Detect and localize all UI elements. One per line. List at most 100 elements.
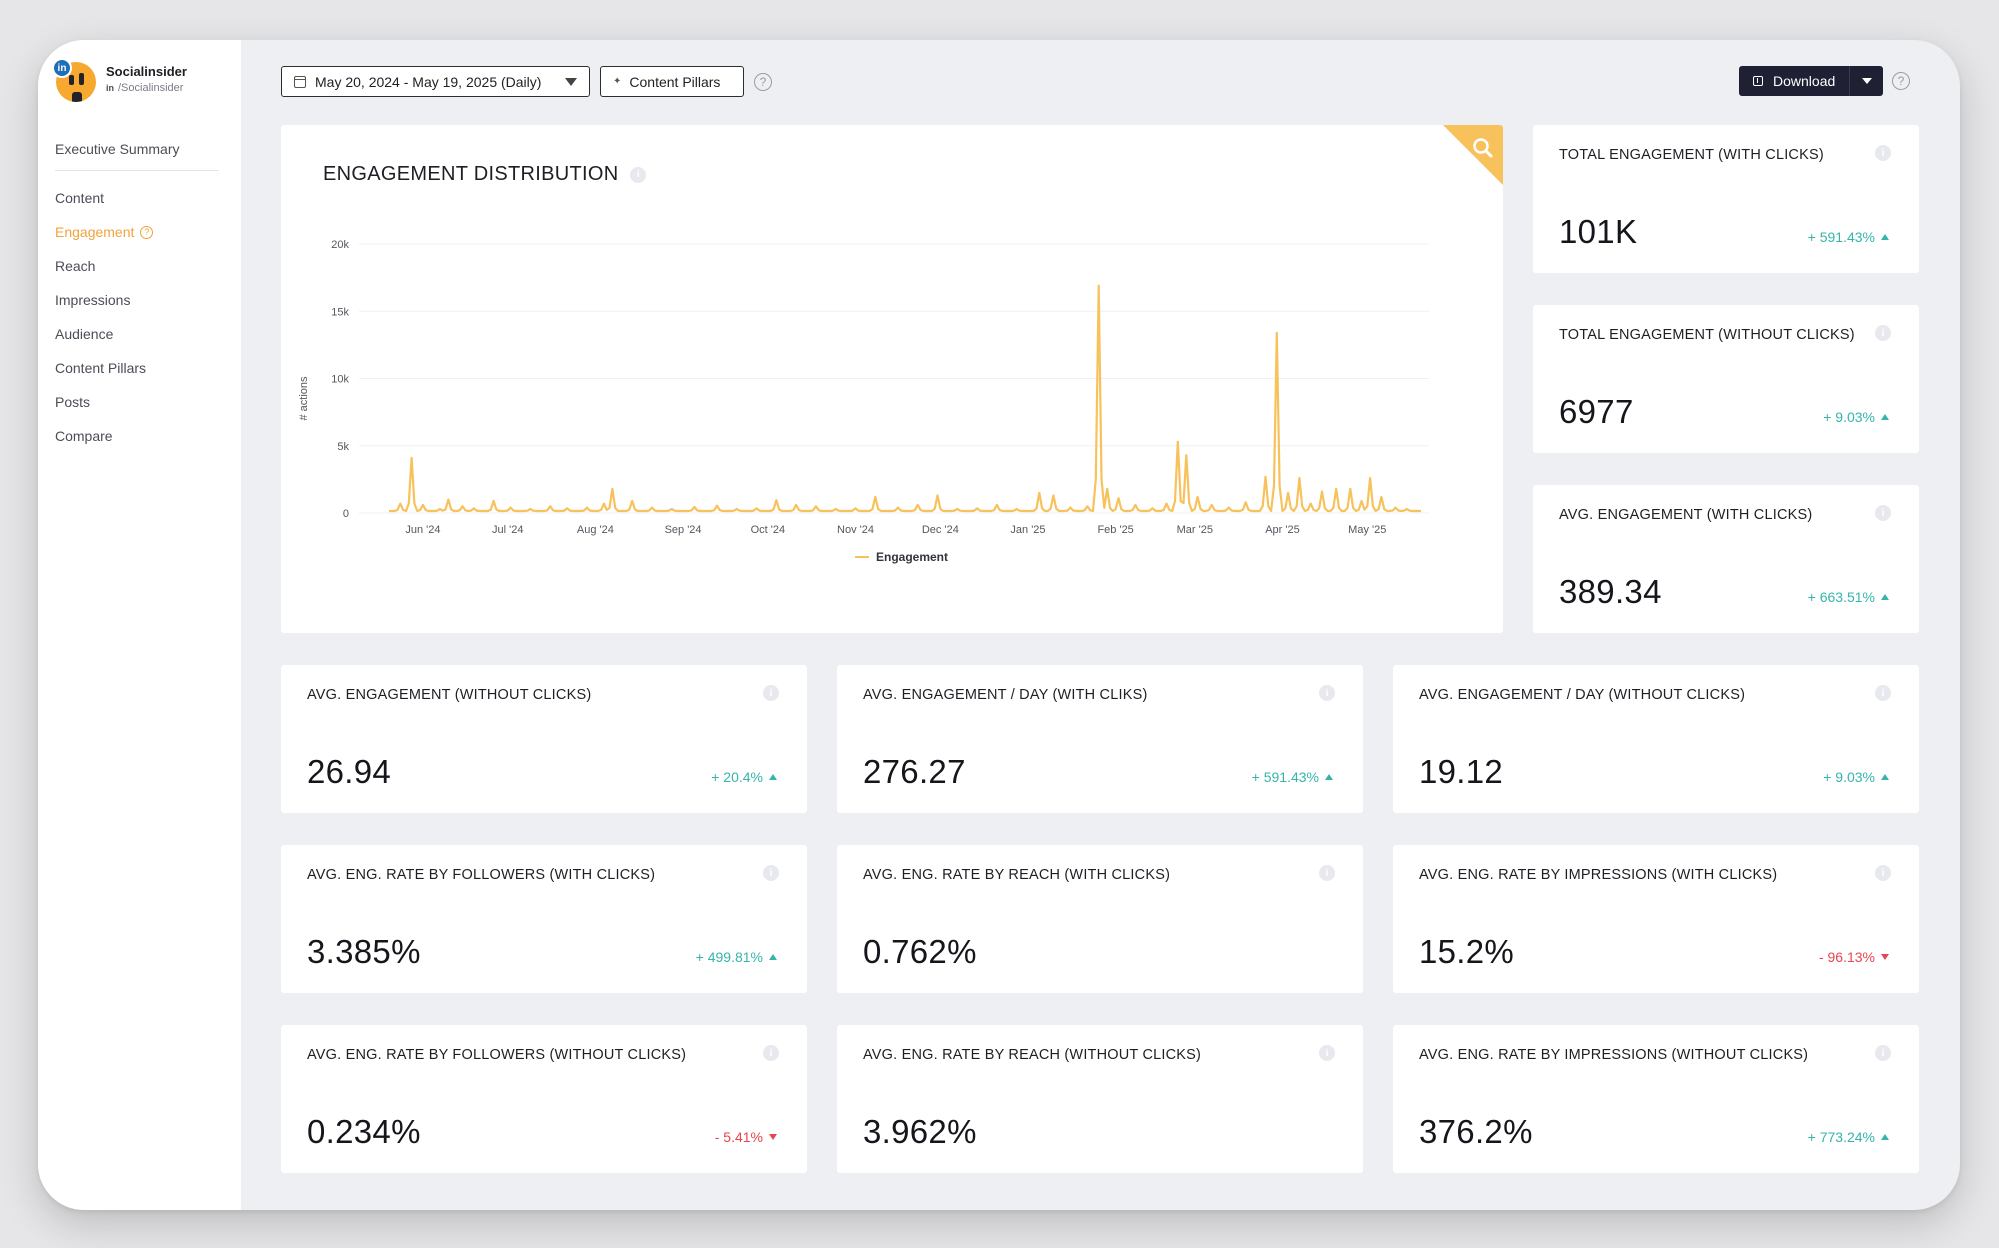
- info-icon[interactable]: i: [1875, 145, 1891, 161]
- info-icon[interactable]: i: [1319, 1045, 1335, 1061]
- help-icon[interactable]: ?: [1892, 72, 1910, 90]
- kpi-title: AVG. ENG. RATE BY IMPRESSIONS (WITH CLIC…: [1419, 867, 1778, 883]
- brand-profile[interactable]: in Socialinsider in /Socialinsider: [52, 58, 232, 108]
- y-tick-label: 10k: [331, 374, 349, 386]
- kpi-value: 101K: [1559, 213, 1638, 250]
- info-icon[interactable]: i: [1319, 865, 1335, 881]
- app-window: in Socialinsider in /Socialinsider Execu…: [38, 40, 1960, 1210]
- brand-handle-text: /Socialinsider: [118, 82, 184, 94]
- x-tick-label: Aug '24: [577, 524, 614, 536]
- trend-up-icon: [769, 774, 777, 780]
- kpi-card: AVG. ENG. RATE BY REACH (WITHOUT CLICKS)…: [837, 1025, 1363, 1173]
- trend-up-icon: [1881, 774, 1889, 780]
- kpi-change-value: + 663.51%: [1807, 589, 1875, 605]
- kpi-title: AVG. ENGAGEMENT (WITHOUT CLICKS): [307, 687, 592, 703]
- kpi-change: + 20.4%: [711, 769, 777, 785]
- chevron-down-icon: [1861, 78, 1872, 84]
- kpi-change-value: + 591.43%: [1807, 229, 1875, 245]
- sidebar-item-audience[interactable]: Audience: [55, 317, 219, 351]
- y-tick-label: 5k: [337, 441, 349, 453]
- kpi-title: AVG. ENG. RATE BY REACH (WITH CLICKS): [863, 867, 1171, 883]
- content-pillars-button[interactable]: ✦ Content Pillars: [600, 66, 744, 97]
- help-icon[interactable]: ?: [754, 73, 772, 91]
- kpi-value: 6977: [1559, 393, 1634, 430]
- x-tick-label: Mar '25: [1177, 524, 1213, 536]
- sidebar-divider: [55, 170, 219, 171]
- kpi-card: AVG. ENG. RATE BY REACH (WITH CLICKS) i …: [837, 845, 1363, 993]
- info-icon[interactable]: i: [1875, 685, 1891, 701]
- kpi-value: 0.234%: [307, 1113, 421, 1150]
- kpi-change: + 591.43%: [1252, 769, 1333, 785]
- help-icon[interactable]: ?: [140, 225, 154, 239]
- kpi-title: AVG. ENG. RATE BY IMPRESSIONS (WITHOUT C…: [1419, 1047, 1809, 1063]
- info-icon[interactable]: i: [1875, 1045, 1891, 1061]
- kpi-change-value: - 5.41%: [714, 1129, 763, 1145]
- info-icon[interactable]: i: [1875, 505, 1891, 521]
- sidebar-item-label: Executive Summary: [55, 141, 180, 157]
- kpi-title: AVG. ENGAGEMENT (WITH CLICKS): [1559, 507, 1813, 523]
- info-icon[interactable]: i: [763, 685, 779, 701]
- kpi-card: AVG. ENG. RATE BY FOLLOWERS (WITHOUT CLI…: [281, 1025, 807, 1173]
- kpi-card: AVG. ENGAGEMENT / DAY (WITH CLIKS) i 276…: [837, 665, 1363, 813]
- chart-title-text: ENGAGEMENT DISTRIBUTION: [323, 163, 619, 185]
- kpi-change-value: + 9.03%: [1823, 769, 1875, 785]
- kpi-value: 3.385%: [307, 933, 421, 970]
- sidebar-item-compare[interactable]: Compare: [55, 419, 219, 453]
- kpi-value: 0.762%: [863, 933, 977, 970]
- date-range-picker[interactable]: May 20, 2024 - May 19, 2025 (Daily): [281, 66, 590, 97]
- sidebar-item-impressions[interactable]: Impressions: [55, 283, 219, 317]
- trend-up-icon: [769, 954, 777, 960]
- trend-down-icon: [769, 1134, 777, 1140]
- x-tick-label: Feb '25: [1097, 524, 1133, 536]
- sidebar-item-content[interactable]: Content: [55, 181, 219, 215]
- x-tick-label: Nov '24: [837, 524, 874, 536]
- info-icon[interactable]: i: [1875, 325, 1891, 341]
- kpi-card: TOTAL ENGAGEMENT (WITH CLICKS) i 101K + …: [1533, 125, 1919, 273]
- kpi-title: AVG. ENG. RATE BY REACH (WITHOUT CLICKS): [863, 1047, 1202, 1063]
- kpi-change: + 591.43%: [1808, 229, 1889, 245]
- linkedin-mini-icon: in: [106, 83, 114, 93]
- kpi-card: TOTAL ENGAGEMENT (WITHOUT CLICKS) i 6977…: [1533, 305, 1919, 453]
- sidebar-item-label: Content Pillars: [55, 360, 147, 376]
- engagement-line-chart: 0 5k 10k 15k 20k # actions Jun '24 Jul '24 Aug '…: [298, 239, 1429, 564]
- kpi-value: 3.962%: [863, 1113, 977, 1150]
- sidebar-nav: Executive Summary Content Engagement ? R…: [55, 132, 219, 453]
- calendar-icon: [294, 75, 306, 88]
- y-tick-label: 0: [343, 508, 349, 520]
- info-icon[interactable]: i: [763, 1045, 779, 1061]
- sidebar-item-label: Content: [55, 190, 105, 206]
- download-options-dropdown[interactable]: [1849, 66, 1883, 96]
- sidebar-item-label: Audience: [55, 326, 114, 342]
- zoom-icon[interactable]: [1443, 125, 1503, 185]
- kpi-change: + 9.03%: [1823, 409, 1889, 425]
- toolbar: May 20, 2024 - May 19, 2025 (Daily) ✦ Co…: [281, 66, 1920, 98]
- kpi-card: AVG. ENGAGEMENT (WITH CLICKS) i 389.34 +…: [1533, 485, 1919, 633]
- trend-up-icon: [1881, 1134, 1889, 1140]
- engagement-distribution-card: ENGAGEMENT DISTRIBUTION i 0 5k 10k 15k 20k # …: [281, 125, 1503, 633]
- kpi-title: TOTAL ENGAGEMENT (WITH CLICKS): [1559, 147, 1824, 163]
- y-tick-label: 20k: [331, 239, 349, 251]
- kpi-value: 276.27: [863, 753, 966, 790]
- sidebar-item-reach[interactable]: Reach: [55, 249, 219, 283]
- info-icon[interactable]: i: [1875, 865, 1891, 881]
- trend-up-icon: [1325, 774, 1333, 780]
- x-tick-label: Jan '25: [1010, 524, 1045, 536]
- brand-handle: in /Socialinsider: [106, 82, 183, 94]
- sidebar: in Socialinsider in /Socialinsider Execu…: [38, 40, 241, 1210]
- x-tick-label: Apr '25: [1265, 524, 1300, 536]
- kpi-value: 376.2%: [1419, 1113, 1533, 1150]
- sidebar-item-posts[interactable]: Posts: [55, 385, 219, 419]
- sidebar-item-content-pillars[interactable]: Content Pillars: [55, 351, 219, 385]
- content-pillars-label: Content Pillars: [629, 73, 721, 90]
- kpi-card: AVG. ENG. RATE BY FOLLOWERS (WITH CLICKS…: [281, 845, 807, 993]
- trend-up-icon: [1881, 414, 1889, 420]
- download-button[interactable]: Download: [1739, 66, 1883, 96]
- x-tick-label: Sep '24: [665, 524, 702, 536]
- info-icon[interactable]: i: [1319, 685, 1335, 701]
- sidebar-item-executive-summary[interactable]: Executive Summary: [55, 132, 219, 166]
- sidebar-item-label: Posts: [55, 394, 91, 410]
- sidebar-item-engagement[interactable]: Engagement ?: [55, 215, 219, 249]
- kpi-value: 389.34: [1559, 573, 1662, 610]
- info-icon[interactable]: i: [630, 166, 647, 183]
- info-icon[interactable]: i: [763, 865, 779, 881]
